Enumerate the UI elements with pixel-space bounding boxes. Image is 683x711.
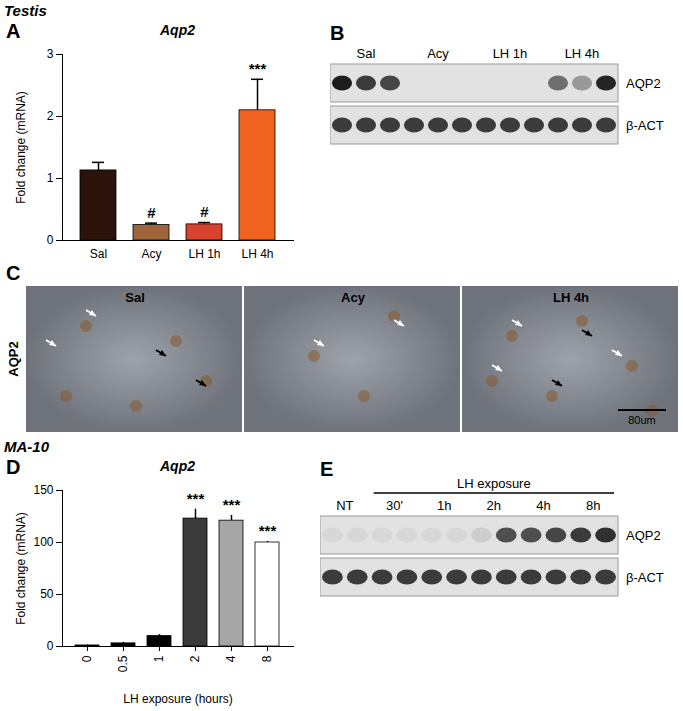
svg-text:LH 1h: LH 1h <box>493 46 528 61</box>
svg-text:NT: NT <box>336 498 353 513</box>
html-text:B: B <box>330 22 345 44</box>
svg-text:AQP2: AQP2 <box>626 528 661 543</box>
svg-text:#: # <box>200 203 209 220</box>
svg-text:0.5: 0.5 <box>116 655 130 672</box>
svg-text:β-ACT: β-ACT <box>626 118 664 133</box>
svg-text:150: 150 <box>33 483 53 497</box>
svg-text:2h: 2h <box>487 498 501 513</box>
html-text:D: D <box>6 456 21 478</box>
svg-text:80um: 80um <box>628 414 656 426</box>
svg-text:LH 4h: LH 4h <box>241 247 273 261</box>
svg-text:Sal: Sal <box>90 247 107 261</box>
html-text:E: E <box>320 458 334 480</box>
svg-text:β-ACT: β-ACT <box>626 570 664 585</box>
svg-text:LH 4h: LH 4h <box>565 46 600 61</box>
svg-text:1: 1 <box>47 171 54 185</box>
svg-text:#: # <box>147 204 156 221</box>
svg-text:Acy: Acy <box>341 290 366 305</box>
html-text:C: C <box>6 262 21 284</box>
svg-text:0: 0 <box>80 655 94 662</box>
svg-text:LH 4h: LH 4h <box>553 290 589 305</box>
svg-text:LH exposure: LH exposure <box>457 476 531 491</box>
svg-text:3: 3 <box>47 47 54 61</box>
svg-text:0: 0 <box>47 639 54 653</box>
svg-text:2: 2 <box>188 655 202 662</box>
html-text:MA-10: MA-10 <box>4 438 49 455</box>
svg-text:***: *** <box>249 60 267 77</box>
svg-text:Fold change (mRNA): Fold change (mRNA) <box>14 91 28 204</box>
html-text:Aqp2: Aqp2 <box>160 458 195 474</box>
svg-text:4: 4 <box>224 655 238 662</box>
svg-text:0: 0 <box>47 233 54 247</box>
html-text:Aqp2: Aqp2 <box>160 22 195 38</box>
svg-text:***: *** <box>259 522 277 539</box>
svg-text:Acy: Acy <box>141 247 161 261</box>
svg-text:LH exposure (hours): LH exposure (hours) <box>123 692 232 706</box>
svg-text:AQP2: AQP2 <box>626 76 661 91</box>
svg-text:Fold change (mRNA): Fold change (mRNA) <box>14 512 28 625</box>
svg-text:8: 8 <box>260 655 274 662</box>
svg-text:LH 1h: LH 1h <box>188 247 220 261</box>
svg-text:Acy: Acy <box>427 46 449 61</box>
svg-text:8h: 8h <box>586 498 600 513</box>
svg-text:30': 30' <box>386 498 403 513</box>
svg-text:Sal: Sal <box>357 46 376 61</box>
svg-text:1h: 1h <box>437 498 451 513</box>
svg-text:AQP2: AQP2 <box>6 341 21 376</box>
html-text:Testis: Testis <box>4 2 47 19</box>
svg-text:2: 2 <box>47 109 54 123</box>
svg-text:***: *** <box>223 496 241 513</box>
svg-text:100: 100 <box>33 535 53 549</box>
svg-text:1: 1 <box>152 655 166 662</box>
svg-text:50: 50 <box>40 587 54 601</box>
svg-text:***: *** <box>187 490 205 507</box>
svg-text:4h: 4h <box>536 498 550 513</box>
svg-text:Sal: Sal <box>125 290 145 305</box>
html-text:A: A <box>6 20 21 42</box>
